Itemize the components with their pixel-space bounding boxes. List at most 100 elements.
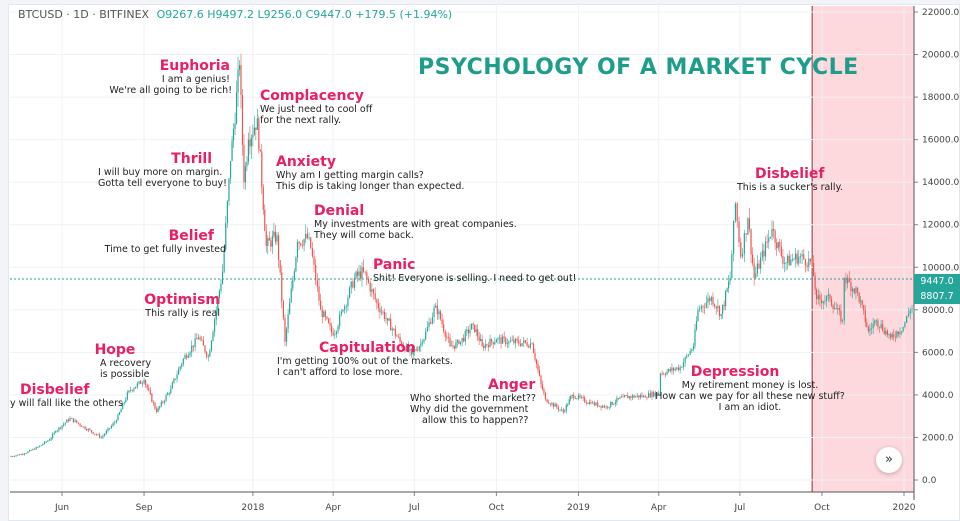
candle-body xyxy=(521,343,523,346)
candle-body xyxy=(401,341,403,346)
candle-body xyxy=(853,288,855,293)
candle-body xyxy=(564,411,566,412)
candle-body xyxy=(415,349,417,351)
candle-body xyxy=(323,311,325,318)
candle-body xyxy=(568,399,570,405)
candle-body xyxy=(61,425,63,429)
candle-body xyxy=(99,434,101,438)
candle-body xyxy=(148,388,150,390)
candle-body xyxy=(500,337,502,344)
candle-body xyxy=(516,338,518,341)
candle-body xyxy=(481,338,483,346)
candle-body xyxy=(107,428,109,431)
highlight-region xyxy=(812,6,914,492)
candle-body xyxy=(270,240,272,247)
candle-body xyxy=(625,395,627,397)
candle-body xyxy=(745,233,747,235)
annotation-text: We're all going to be rich! xyxy=(109,85,232,96)
candle-body xyxy=(567,404,569,406)
candle-body xyxy=(866,322,868,327)
candle-body xyxy=(888,334,890,336)
candle-body xyxy=(472,323,474,325)
candle-body xyxy=(262,187,264,210)
candle-body xyxy=(308,237,310,239)
secondary-price-label: 8807.7 xyxy=(914,289,960,304)
candle-body xyxy=(638,395,640,398)
candle-body xyxy=(702,306,704,308)
candle-body xyxy=(783,263,786,264)
candle-body xyxy=(616,398,618,403)
candle-body xyxy=(736,203,738,222)
candle-body xyxy=(235,92,238,124)
candle-body xyxy=(135,386,137,389)
y-tick-label: 2000.0 xyxy=(922,433,954,443)
candle-body xyxy=(112,423,114,426)
candle-body xyxy=(87,428,89,431)
candle-body xyxy=(131,389,133,391)
annotation-text: I am an idiot. xyxy=(718,402,782,413)
candle-body xyxy=(471,323,473,330)
candle-body xyxy=(366,272,368,279)
candle-body xyxy=(273,231,275,237)
candle-body xyxy=(874,320,876,324)
candle-body xyxy=(123,402,125,404)
x-tick-label: Jul xyxy=(408,503,420,513)
candle-body xyxy=(315,264,317,281)
candle-body xyxy=(676,367,678,369)
candle-body xyxy=(610,401,612,407)
candle-body xyxy=(717,306,719,309)
candle-body xyxy=(718,306,721,317)
candle-body xyxy=(777,242,779,249)
candle-body xyxy=(722,304,724,315)
candle-body xyxy=(247,139,250,162)
candle-body xyxy=(697,309,699,322)
candle-body xyxy=(295,257,297,272)
candle-body xyxy=(59,427,62,429)
candle-body xyxy=(52,434,54,439)
annotation-text: This dip is taking longer than expected. xyxy=(276,181,465,192)
symbol-label[interactable]: BTCUSD · 1D · BITFINEX xyxy=(18,8,150,21)
candle-body xyxy=(268,238,270,241)
candle-body xyxy=(149,389,151,394)
annotation-heading: Belief xyxy=(168,228,214,244)
candle-body xyxy=(385,318,387,320)
candle-body xyxy=(799,256,802,257)
candle-body xyxy=(159,406,161,409)
candle-body xyxy=(882,324,884,331)
annotation-text: I will buy more on margin. xyxy=(98,167,223,178)
candle-body xyxy=(76,420,78,423)
candle-body xyxy=(907,314,910,317)
candle-body xyxy=(726,288,728,292)
candle-body xyxy=(223,249,225,272)
y-tick-label: 12000.0 xyxy=(922,221,959,231)
candle-body xyxy=(452,345,454,347)
candle-body xyxy=(725,291,727,307)
candle-body xyxy=(846,277,849,284)
candle-body xyxy=(287,314,289,329)
candle-body xyxy=(10,456,12,458)
candle-body xyxy=(102,435,104,438)
scroll-to-realtime-button[interactable]: » xyxy=(876,447,902,473)
candle-body xyxy=(279,259,281,273)
candle-body xyxy=(863,305,865,311)
annotation-belief: Belief Time to get fully invested xyxy=(90,228,226,255)
candle-body xyxy=(18,454,21,456)
x-tick-label: Apr xyxy=(325,503,341,513)
candle-body xyxy=(396,335,398,337)
candle-body xyxy=(37,447,39,448)
candle-body xyxy=(459,341,462,344)
candle-body xyxy=(143,380,145,384)
candle-body xyxy=(574,398,576,399)
candle-body xyxy=(58,427,60,431)
candle-body xyxy=(498,337,501,339)
candle-body xyxy=(255,127,257,130)
candle-body xyxy=(509,340,512,342)
annotation-thrill: Thrill I will buy more on margin. Gotta … xyxy=(80,151,230,189)
annotation-text: This rally is real xyxy=(145,308,220,319)
x-tick-label: Apr xyxy=(651,503,667,513)
candle-body xyxy=(194,338,196,348)
candle-body xyxy=(804,259,807,266)
y-tick-label: 20000.0 xyxy=(922,51,959,61)
candle-body xyxy=(210,340,213,351)
